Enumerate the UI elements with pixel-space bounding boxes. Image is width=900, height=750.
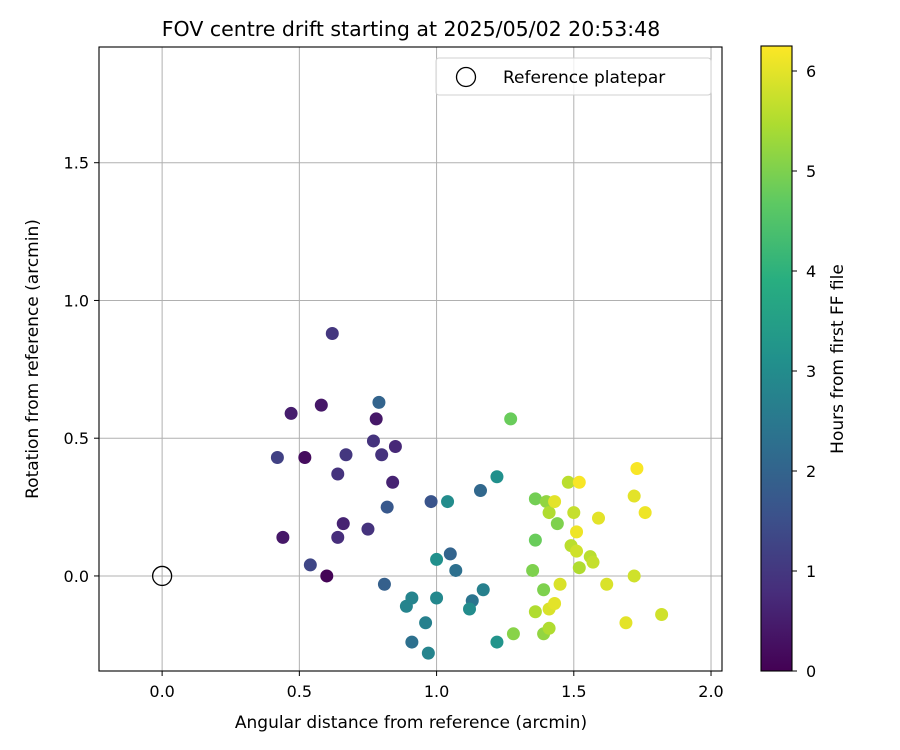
data-point <box>548 597 562 611</box>
data-point <box>463 602 477 616</box>
data-point <box>591 511 605 525</box>
data-point <box>303 558 317 572</box>
data-point <box>377 577 391 591</box>
data-point <box>528 492 542 506</box>
data-point <box>528 533 542 547</box>
data-point <box>443 547 457 561</box>
data-point <box>550 517 564 531</box>
x-tick-label: 1.0 <box>424 682 449 701</box>
colorbar-label: Hours from first FF file <box>828 264 848 454</box>
data-point <box>424 495 438 509</box>
reference-platepar-marker <box>151 565 173 587</box>
data-point <box>542 621 556 635</box>
grid-lines <box>99 47 722 671</box>
x-tick-label: 2.0 <box>698 682 723 701</box>
y-tick-label: 1.5 <box>64 154 89 173</box>
data-point <box>504 412 518 426</box>
data-point <box>572 475 586 489</box>
data-point <box>526 563 540 577</box>
data-point <box>430 552 444 566</box>
data-point <box>331 530 345 544</box>
colorbar-tick-label: 4 <box>806 262 816 281</box>
reference-layer <box>151 565 173 587</box>
colorbar-tick-label: 2 <box>806 462 816 481</box>
y-tick-label: 1.0 <box>64 291 89 310</box>
plot-frame <box>98 46 723 672</box>
x-tick-label: 1.5 <box>561 682 586 701</box>
data-point <box>361 522 375 536</box>
data-point <box>369 412 383 426</box>
data-point <box>553 577 567 591</box>
data-point <box>325 327 339 341</box>
data-point <box>380 500 394 514</box>
colorbar-tick-label: 5 <box>806 162 816 181</box>
data-point <box>386 475 400 489</box>
data-point <box>336 517 350 531</box>
data-point <box>490 470 504 484</box>
data-point <box>630 462 644 476</box>
legend-marker-open-circle <box>455 66 477 88</box>
data-point <box>372 395 386 409</box>
data-point <box>542 506 556 520</box>
legend-box <box>435 57 712 96</box>
data-point <box>570 525 584 539</box>
data-point <box>600 577 614 591</box>
data-point <box>561 475 575 489</box>
data-point <box>441 495 455 509</box>
x-axis-ticks: 0.0 0.5 1.0 1.5 2.0 <box>149 671 724 701</box>
y-axis-label: Rotation from reference (arcmin) <box>23 219 43 499</box>
data-point <box>473 484 487 498</box>
data-point <box>567 506 581 520</box>
data-point <box>419 616 433 630</box>
data-point <box>586 555 600 569</box>
data-point <box>331 467 345 481</box>
data-point <box>284 406 298 420</box>
y-tick-label: 0.0 <box>64 567 89 586</box>
data-point <box>339 448 353 462</box>
data-point <box>490 635 504 649</box>
y-tick-label: 0.5 <box>64 429 89 448</box>
data-point <box>619 616 633 630</box>
data-point <box>627 569 641 583</box>
data-point <box>638 506 652 520</box>
data-point <box>506 627 520 641</box>
data-point <box>476 583 490 597</box>
data-point <box>528 605 542 619</box>
data-point <box>572 561 586 575</box>
y-axis-ticks: 0.0 0.5 1.0 1.5 <box>64 154 99 586</box>
data-point <box>548 495 562 509</box>
data-point <box>421 646 435 660</box>
colorbar-tick-label: 6 <box>806 62 816 81</box>
data-point <box>627 489 641 503</box>
x-tick-label: 0.0 <box>149 682 174 701</box>
colorbar-ticks: 0 1 2 3 4 5 6 <box>792 62 816 681</box>
legend: Reference platepar <box>435 57 712 96</box>
data-point <box>366 434 380 448</box>
data-point <box>298 450 312 464</box>
data-point <box>405 635 419 649</box>
data-point <box>449 563 463 577</box>
colorbar-tick-label: 1 <box>806 562 816 581</box>
x-axis-label: Angular distance from reference (arcmin) <box>235 713 587 733</box>
data-points <box>270 327 669 660</box>
data-point <box>320 569 334 583</box>
data-point <box>537 583 551 597</box>
legend-label-reference: Reference platepar <box>503 68 665 88</box>
data-point <box>405 591 419 605</box>
data-point <box>570 544 584 558</box>
data-point <box>314 398 328 412</box>
chart-title: FOV centre drift starting at 2025/05/02 … <box>162 17 661 41</box>
data-point <box>276 530 290 544</box>
data-point <box>270 450 284 464</box>
data-point <box>655 608 669 622</box>
colorbar-tick-label: 3 <box>806 362 816 381</box>
data-point <box>375 448 389 462</box>
data-point <box>388 439 402 453</box>
colorbar-tick-label: 0 <box>806 662 816 681</box>
x-tick-label: 0.5 <box>287 682 312 701</box>
data-point <box>430 591 444 605</box>
colorbar <box>760 45 793 672</box>
